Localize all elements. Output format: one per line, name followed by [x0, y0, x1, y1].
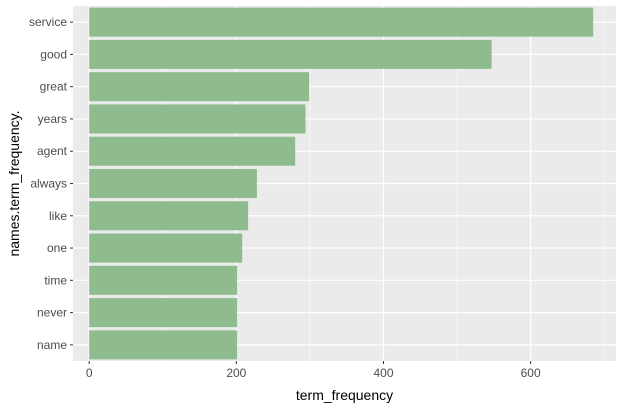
x-tick-label: 0: [86, 366, 93, 380]
bar-name: [89, 330, 238, 360]
bar-time: [89, 265, 238, 295]
x-axis: 0 200 400 600: [86, 361, 541, 380]
y-tick-label: name: [37, 338, 67, 352]
y-tick-label: years: [38, 112, 67, 126]
bar-one: [89, 233, 243, 263]
y-tick-label: good: [40, 47, 67, 61]
bars: [89, 7, 594, 360]
y-tick-label: like: [49, 209, 67, 223]
x-axis-title: term_frequency: [296, 387, 393, 403]
y-tick-label: one: [47, 241, 67, 255]
y-axis-title: names.term_frequency.: [6, 110, 22, 256]
y-tick-label: great: [40, 80, 68, 94]
y-tick-label: time: [44, 273, 67, 287]
bar-agent: [89, 136, 296, 166]
x-tick-label: 400: [373, 366, 393, 380]
y-axis: service good great years agent always like one t…: [29, 15, 73, 352]
bar-good: [89, 39, 492, 69]
bar-service: [89, 7, 594, 37]
y-tick-label: agent: [37, 144, 68, 158]
bar-like: [89, 201, 249, 231]
bar-always: [89, 168, 257, 199]
x-tick-label: 200: [226, 366, 246, 380]
y-tick-label: service: [29, 15, 67, 29]
bar-great: [89, 72, 310, 102]
y-tick-label: never: [37, 306, 67, 320]
bar-years: [89, 104, 306, 134]
y-tick-label: always: [30, 177, 67, 191]
bar-never: [89, 298, 238, 328]
x-tick-label: 600: [521, 366, 541, 380]
